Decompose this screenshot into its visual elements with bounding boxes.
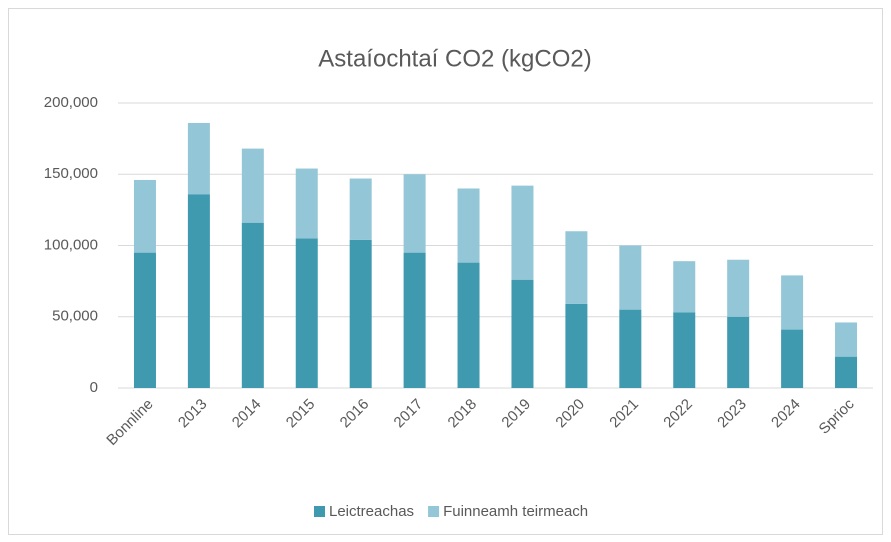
- bar-segment: [781, 275, 804, 330]
- bar-segment: [349, 239, 372, 388]
- bar-segment: [835, 356, 858, 388]
- legend-label: Leictreachas: [329, 503, 414, 520]
- bar-segment: [727, 259, 750, 317]
- bar-segment: [673, 312, 696, 388]
- bar-segment: [133, 252, 156, 388]
- bar-segment: [403, 174, 426, 253]
- bar-segment: [187, 122, 210, 195]
- y-tick-label: 150,000: [44, 165, 98, 182]
- bar-segment: [241, 148, 264, 223]
- bar-segment: [727, 316, 750, 388]
- chart-title: Astaíochtaí CO2 (kgCO2): [318, 45, 591, 72]
- bar-segment: [835, 322, 858, 357]
- bar-segment: [349, 178, 372, 240]
- legend-label: Fuinneamh teirmeach: [443, 503, 588, 520]
- y-tick-label: 200,000: [44, 94, 98, 111]
- bar-segment: [565, 231, 588, 304]
- bar-segment: [673, 261, 696, 313]
- bar-segment: [457, 262, 480, 388]
- bar-segment: [241, 222, 264, 388]
- bar-segment: [403, 252, 426, 388]
- y-tick-label: 50,000: [52, 308, 98, 325]
- bar-segment: [619, 309, 642, 388]
- y-tick-label: 100,000: [44, 236, 98, 253]
- legend-swatch: [428, 506, 440, 517]
- bar-segment: [565, 303, 588, 388]
- bar-segment: [457, 188, 480, 263]
- bar-segment: [295, 168, 318, 239]
- legend-swatch: [314, 506, 325, 517]
- bar-segment: [187, 194, 210, 388]
- bar-segment: [619, 245, 642, 310]
- bar-segment: [781, 329, 804, 388]
- bar-segment: [295, 238, 318, 388]
- bar-segment: [511, 185, 534, 280]
- y-tick-label: 0: [90, 379, 98, 396]
- bar-segment: [511, 279, 534, 388]
- bar-segment: [133, 179, 156, 253]
